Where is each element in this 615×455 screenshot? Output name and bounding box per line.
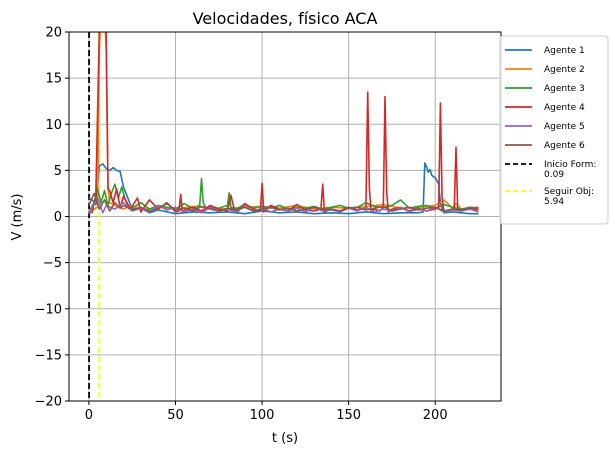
legend-label: Agente 6 — [544, 141, 585, 151]
y-tick-label: −20 — [35, 395, 62, 410]
y-tick-label: 5 — [54, 164, 62, 179]
legend-label-value: 5.94 — [544, 197, 564, 207]
legend-label: Agente 2 — [544, 65, 585, 75]
legend: Agente 1 Agente 2 Agente 3 Agente 4 Agente 5… — [499, 35, 609, 225]
legend-label: Seguir Obj: — [544, 187, 594, 197]
y-axis-label: V (m/s) — [10, 194, 25, 241]
legend-label: Agente 3 — [544, 84, 585, 94]
y-tick-label: −10 — [35, 302, 62, 317]
series-line-agente-1 — [88, 162, 479, 215]
y-tick-label: −5 — [43, 256, 62, 271]
y-tick-label: 20 — [45, 26, 62, 41]
legend-box — [499, 35, 609, 225]
y-tick-label: −15 — [35, 348, 62, 363]
legend-label: Agente 4 — [544, 103, 585, 113]
legend-label-value: 0.09 — [544, 170, 564, 180]
x-tick-label: 50 — [167, 408, 184, 423]
chart-title: Velocidades, físico ACA — [193, 9, 378, 28]
x-tick-label: 150 — [336, 408, 361, 423]
x-tick-label: 100 — [250, 408, 275, 423]
x-tick-label: 200 — [423, 408, 448, 423]
series-line-agente-6 — [88, 192, 479, 212]
x-axis-ticks: 0 50 100 150 200 — [85, 401, 448, 423]
y-axis-ticks: −20 −15 −10 −5 0 5 10 15 20 — [35, 26, 69, 410]
x-axis-label: t (s) — [272, 431, 298, 446]
reference-lines — [88, 32, 101, 401]
legend-label: Agente 1 — [544, 46, 585, 56]
series-lines — [88, 32, 479, 215]
y-tick-label: 10 — [45, 118, 62, 133]
x-tick-label: 0 — [85, 408, 93, 423]
y-tick-label: 15 — [45, 72, 62, 87]
y-tick-label: 0 — [54, 210, 62, 225]
series-line-agente-5 — [88, 197, 479, 215]
legend-label: Inicio Form: — [544, 160, 596, 170]
legend-label: Agente 5 — [544, 122, 585, 132]
